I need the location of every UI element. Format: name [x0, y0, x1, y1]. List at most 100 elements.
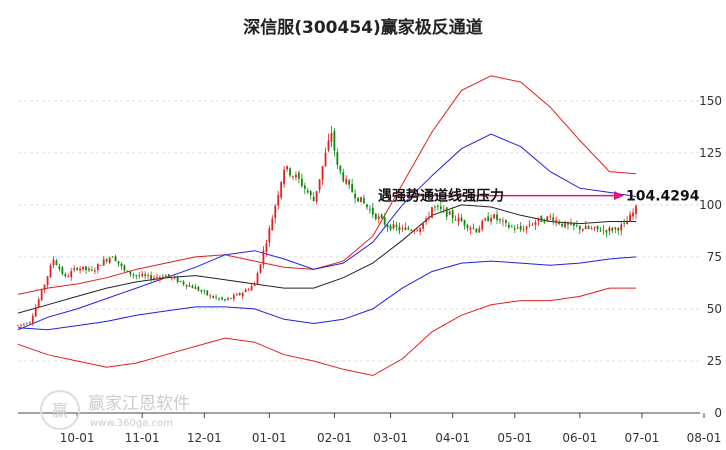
candle	[457, 213, 460, 227]
candle	[493, 213, 495, 220]
candle	[108, 256, 111, 265]
candle	[528, 220, 531, 228]
candle	[410, 228, 413, 232]
candle	[25, 322, 28, 325]
candle	[608, 225, 611, 236]
candle	[274, 204, 277, 224]
candle	[17, 325, 19, 327]
candle	[469, 225, 472, 235]
candle	[200, 289, 203, 294]
y-tick-label: 50	[707, 302, 722, 316]
candle	[549, 213, 552, 220]
candle	[96, 263, 99, 274]
candle	[40, 288, 43, 301]
candlesticks	[17, 126, 637, 328]
candle	[611, 226, 614, 233]
candle	[247, 287, 250, 291]
candle	[537, 217, 540, 226]
candle	[475, 228, 478, 234]
candle	[85, 266, 87, 275]
candle	[300, 173, 303, 188]
candle	[425, 216, 427, 225]
candle	[241, 291, 244, 300]
candle	[478, 225, 481, 233]
candle	[368, 205, 371, 214]
candle	[336, 148, 339, 169]
candle	[575, 220, 578, 228]
candle	[416, 226, 419, 232]
candle	[153, 274, 155, 283]
candle	[93, 267, 96, 275]
candle	[330, 126, 333, 148]
candle	[590, 225, 593, 230]
candle	[203, 289, 206, 295]
band-inner-upper	[17, 133, 637, 331]
y-tick-label: 150	[699, 94, 722, 108]
candle	[232, 292, 235, 302]
candle	[377, 213, 380, 224]
candle	[434, 205, 436, 212]
candle	[58, 263, 61, 272]
candle	[117, 261, 120, 267]
candle	[413, 228, 416, 235]
candle	[76, 266, 79, 272]
candle	[64, 272, 67, 278]
watermark-url: www.360ga.com	[90, 418, 173, 429]
y-tick-label: 0	[714, 406, 722, 420]
candle	[366, 203, 368, 210]
candle	[496, 210, 498, 225]
candle	[55, 258, 58, 266]
candle	[599, 227, 602, 232]
candle	[132, 272, 135, 279]
candle	[271, 215, 274, 231]
candle	[395, 221, 398, 232]
candle	[170, 276, 173, 281]
candle	[380, 213, 383, 219]
candle	[487, 212, 490, 222]
candle	[161, 274, 164, 279]
annotation-arrow-head	[614, 191, 624, 201]
candle	[540, 215, 543, 223]
candle	[348, 178, 351, 190]
candle	[567, 221, 569, 230]
candle	[552, 213, 555, 225]
candle	[431, 206, 433, 219]
candle	[321, 165, 324, 186]
candle	[235, 292, 238, 296]
candle	[20, 324, 22, 328]
candle	[144, 271, 147, 280]
candle	[244, 287, 247, 293]
x-tick-label: 05-01	[497, 431, 532, 445]
candle	[632, 208, 634, 221]
x-tick-label: 08-01	[687, 431, 722, 445]
candle	[229, 297, 232, 300]
grid	[18, 100, 700, 414]
x-tick-label: 12-01	[187, 431, 222, 445]
x-tick-label: 02-01	[317, 431, 352, 445]
candle	[445, 206, 448, 221]
candle	[49, 263, 52, 279]
y-tick-label: 25	[707, 354, 722, 368]
candle	[227, 296, 229, 302]
candle	[123, 264, 126, 273]
candle	[593, 226, 596, 232]
candle	[185, 284, 188, 290]
candle	[262, 246, 265, 269]
candle	[114, 254, 117, 262]
candle	[34, 304, 37, 318]
candle	[620, 221, 623, 236]
candle	[253, 281, 256, 287]
candle	[428, 211, 430, 221]
y-tick-label: 100	[699, 198, 722, 212]
watermark-brand: 赢家江恩软件	[88, 394, 190, 414]
candle	[481, 219, 484, 232]
candle	[484, 217, 487, 222]
candle	[510, 224, 513, 228]
candle	[617, 226, 620, 235]
candle	[268, 225, 271, 248]
candle	[88, 266, 90, 273]
candle	[398, 222, 401, 235]
candle	[256, 271, 259, 285]
candle	[392, 220, 395, 230]
